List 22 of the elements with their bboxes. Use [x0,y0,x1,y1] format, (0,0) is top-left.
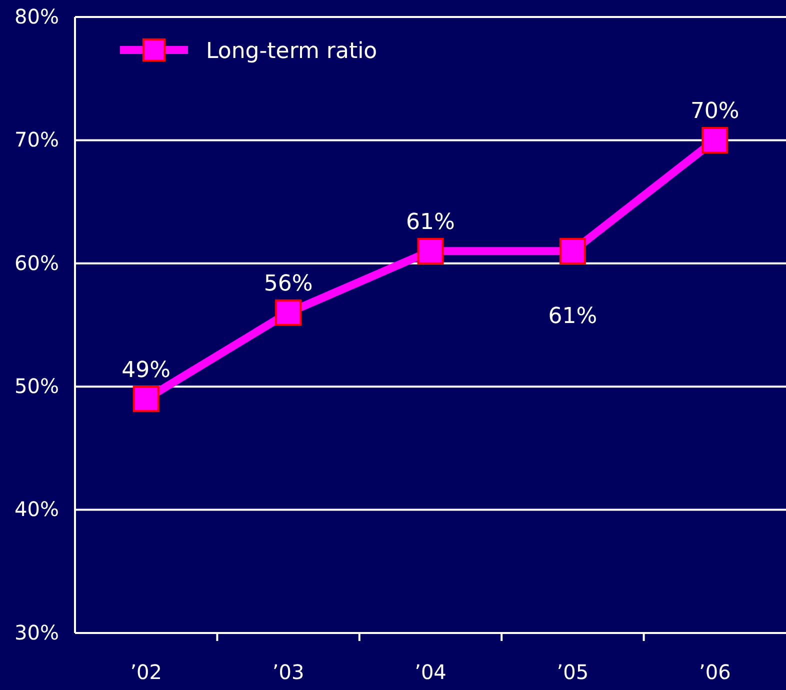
data-label: 61% [548,304,598,330]
data-label: 56% [264,272,313,297]
point [559,238,586,264]
x-tick-label: ’02 [130,660,162,684]
x-tick-label: ’04 [414,660,446,684]
point [417,238,444,264]
data-label: 70% [690,99,740,124]
y-tick-label: 70% [14,128,59,152]
point [702,126,728,154]
y-tick-label: 40% [14,497,59,522]
point [275,299,302,326]
point [132,386,160,412]
data-label: 61% [406,210,455,236]
x-tick-label: ’05 [556,660,589,684]
y-tick-label: 50% [14,374,59,398]
legend-label: Long-term ratio [206,39,378,64]
x-tick-label: ’06 [698,660,731,684]
x-tick-label: ’03 [272,660,304,684]
y-tick-label: 30% [14,620,59,644]
y-tick-label: 80% [14,4,59,28]
data-label: 49% [122,358,171,383]
y-tick-label: 60% [14,250,59,275]
